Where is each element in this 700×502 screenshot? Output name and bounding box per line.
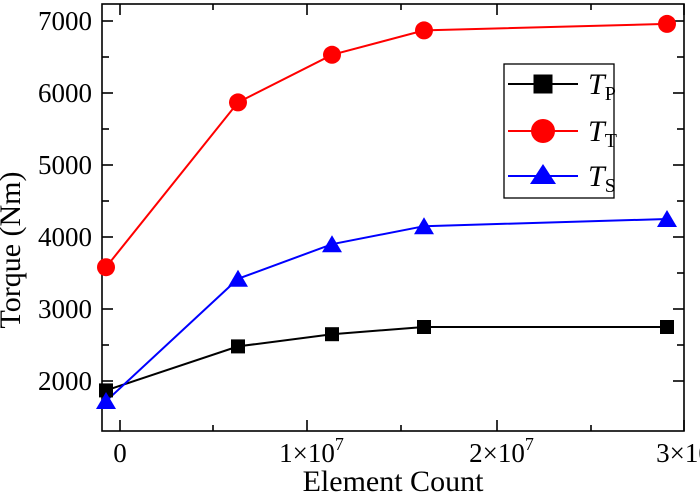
- svg-text:Torque (Nm): Torque (Nm): [0, 171, 27, 328]
- svg-text:1×107: 1×107: [279, 434, 344, 468]
- svg-text:4000: 4000: [38, 222, 92, 252]
- svg-text:2×107: 2×107: [469, 434, 534, 468]
- svg-text:5000: 5000: [38, 150, 92, 180]
- svg-text:0: 0: [113, 438, 127, 468]
- svg-text:7000: 7000: [38, 6, 92, 36]
- svg-text:3×107: 3×107: [656, 434, 700, 468]
- svg-text:3000: 3000: [38, 294, 92, 324]
- svg-text:6000: 6000: [38, 78, 92, 108]
- svg-text:Element Count: Element Count: [303, 465, 484, 497]
- svg-text:2000: 2000: [38, 366, 92, 396]
